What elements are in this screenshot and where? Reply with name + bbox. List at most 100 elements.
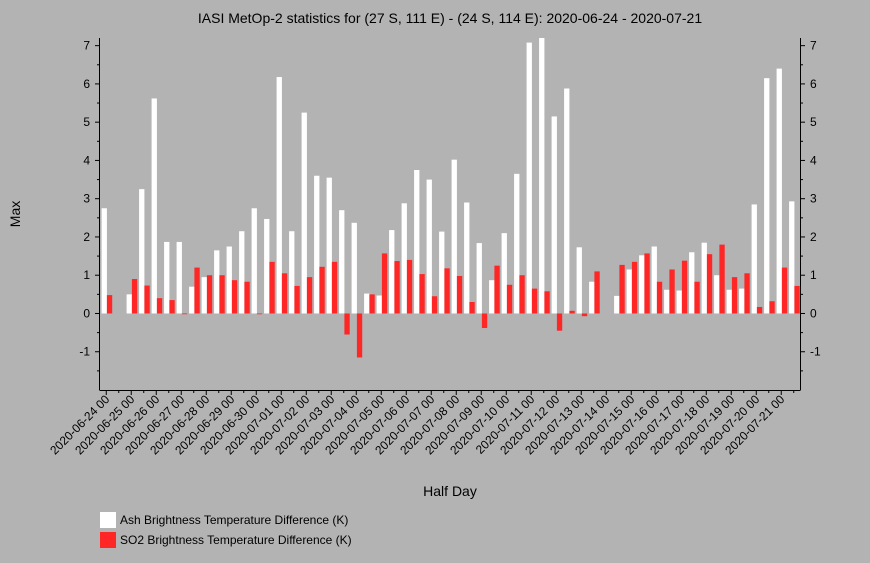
y-tick-label-right: 6 [810, 77, 817, 91]
y-tick-label-right: 3 [810, 192, 817, 206]
ash-bar [126, 294, 132, 314]
so2-bar [194, 267, 200, 314]
ash-bar [351, 222, 357, 314]
y-tick-label-left: 4 [83, 153, 90, 167]
so2-bar [381, 253, 388, 314]
so2-bar [581, 313, 588, 317]
so2-bar [131, 279, 138, 314]
so2-bar [731, 277, 738, 314]
bars-group [101, 38, 800, 358]
so2-bar [706, 254, 713, 314]
y-tick-label-left: 1 [83, 268, 90, 282]
ash-bar [789, 201, 795, 314]
so2-bar [356, 313, 363, 358]
ash-bar [501, 233, 507, 314]
so2-bar [744, 273, 750, 314]
y-axis-label: Max [7, 201, 23, 227]
so2-bar [206, 275, 213, 314]
ash-bar [389, 230, 395, 314]
y-tick-label-right: 4 [810, 153, 817, 167]
ash-bar [489, 280, 495, 314]
ash-bar [439, 231, 445, 314]
ash-bar [151, 98, 157, 314]
ash-bar [764, 78, 770, 314]
so2-bar [719, 244, 725, 314]
y-tick-label-left: 5 [83, 115, 90, 129]
so2-bar [156, 298, 163, 314]
so2-bar [144, 285, 150, 314]
y-tick-label-right: 7 [810, 39, 817, 53]
legend-swatch-so2 [100, 532, 116, 548]
legend-swatch-ash [100, 512, 116, 528]
ash-bar [201, 277, 207, 314]
so2-bar [494, 265, 500, 314]
so2-bar [481, 313, 488, 329]
so2-bar [431, 296, 438, 314]
ash-bar [426, 179, 432, 314]
ash-bar [551, 116, 557, 314]
ash-bar [339, 210, 345, 314]
so2-bar [794, 285, 800, 314]
ash-bar [476, 243, 482, 314]
so2-bar [281, 273, 288, 314]
ash-bar [539, 38, 545, 314]
ash-bar [464, 202, 470, 314]
y-ticks-group: -1 -1 0 0 1 1 2 2 3 3 4 4 5 5 6 6 7 7 [79, 39, 821, 372]
so2-bar [619, 264, 625, 314]
ash-bar [726, 289, 732, 314]
ash-bar [451, 159, 457, 314]
y-tick-label-left: 3 [83, 192, 90, 206]
ash-bar [564, 88, 570, 314]
so2-bar [256, 313, 263, 315]
ash-bar [239, 231, 245, 314]
so2-bar [106, 295, 113, 314]
so2-bar [331, 261, 338, 314]
so2-bar [506, 284, 513, 314]
so2-bar [569, 310, 575, 314]
ash-bar [164, 241, 170, 314]
ash-bar [514, 173, 520, 314]
ash-bar [214, 250, 220, 314]
ash-bar [301, 112, 307, 314]
so2-bar [531, 288, 538, 314]
so2-bar [219, 275, 225, 314]
ash-bar [664, 289, 670, 314]
so2-bar [469, 302, 475, 314]
ash-bar [139, 189, 145, 314]
ash-bar [226, 246, 232, 314]
ash-bar [689, 252, 695, 314]
ash-bar [714, 275, 720, 314]
ash-bar [739, 288, 745, 314]
so2-bar [594, 271, 600, 314]
ash-bar [414, 170, 420, 314]
so2-bar [756, 306, 763, 314]
legend-label-ash: Ash Brightness Temperature Difference (K… [120, 513, 348, 527]
ash-bar [314, 175, 320, 314]
ash-bar [589, 281, 595, 314]
y-tick-label-right: -1 [810, 345, 821, 359]
y-tick-label-left: 2 [83, 230, 90, 244]
ash-bar [276, 77, 282, 314]
ash-bar [626, 269, 632, 314]
so2-bar [231, 280, 238, 314]
so2-bar [656, 281, 663, 314]
y-tick-label-right: 0 [810, 306, 817, 320]
so2-bar [681, 260, 688, 314]
chart-title: IASI MetOp-2 statistics for (27 S, 111 E… [198, 10, 702, 26]
ash-bar [576, 247, 582, 314]
so2-bar [769, 301, 775, 314]
y-tick-label-left: 0 [83, 306, 90, 320]
so2-bar [444, 268, 450, 314]
so2-bar [781, 267, 788, 314]
so2-bar [544, 291, 550, 314]
so2-bar [394, 261, 400, 314]
ash-bar [701, 242, 707, 314]
so2-bar [181, 313, 188, 315]
so2-bar [294, 285, 300, 314]
y-tick-label-left: -1 [79, 345, 90, 359]
ash-bar [326, 177, 332, 314]
so2-bar [369, 294, 375, 314]
ash-bar [189, 286, 195, 314]
